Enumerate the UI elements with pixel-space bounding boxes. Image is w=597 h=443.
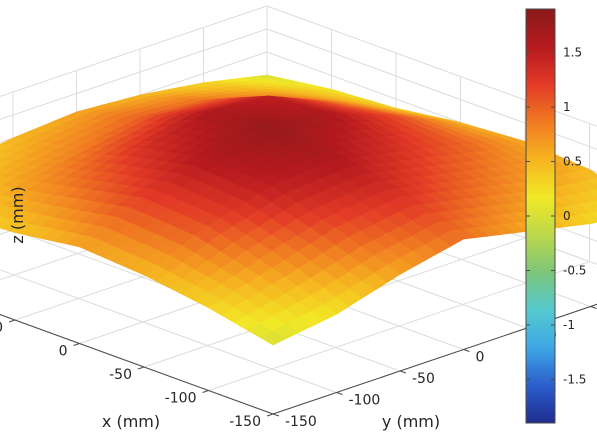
- y-tick-mark: [272, 413, 280, 417]
- x-tick-mark: [8, 319, 16, 323]
- x-tick-label: -50: [109, 367, 132, 383]
- axis-labels: x (mm) y (mm) z (mm): [8, 186, 440, 431]
- wall-grid-line: [0, 5, 268, 97]
- colorbar-strip: [525, 8, 556, 424]
- x-tick-label: -150: [229, 414, 261, 430]
- wall-grid-line: [0, 28, 268, 120]
- x-tick-mark: [137, 366, 145, 370]
- y-tick-label: -100: [349, 393, 381, 409]
- colorbar-tick-label: 0: [563, 209, 571, 223]
- wall-grid-line: [266, 28, 597, 150]
- y-axis-label: y (mm): [382, 412, 440, 431]
- x-tick-label: 50: [0, 320, 3, 336]
- x-tick-mark: [202, 390, 209, 393]
- y-tick-label: -150: [285, 414, 317, 430]
- y-tick-mark: [336, 392, 343, 395]
- x-tick-mark: [73, 343, 80, 346]
- y-tick-label: -50: [412, 371, 435, 387]
- x-axis-label: x (mm): [102, 412, 160, 431]
- x-tick-label: 0: [59, 344, 68, 360]
- y-tick-mark: [590, 306, 597, 309]
- colorbar-tick-label: -0.5: [563, 264, 586, 278]
- surface-patch: [259, 330, 287, 346]
- y-tick-label: 0: [476, 350, 485, 366]
- colorbar: 1.5 1 0.5 0 -0.5 -1 -1.5: [525, 8, 586, 424]
- colorbar-tick-label: 1.5: [563, 46, 582, 60]
- z-axis-label: z (mm): [8, 186, 27, 243]
- colorbar-tick-label: 0.5: [563, 155, 582, 169]
- x-tick-label: -100: [165, 391, 197, 407]
- floor-grid-line: [0, 269, 337, 393]
- y-tick-mark: [463, 349, 470, 352]
- axes: 150100500-50-100-150-150-100-50050100150…: [0, 303, 597, 430]
- colorbar-tick-label: -1: [563, 318, 575, 332]
- wall-grid-line: [266, 5, 597, 127]
- colorbar-tick-label: 1: [563, 100, 571, 114]
- colorbar-tick-label: -1.5: [563, 372, 586, 386]
- y-tick-mark: [399, 370, 407, 374]
- surface: [0, 74, 597, 346]
- x-tick-mark: [266, 413, 274, 417]
